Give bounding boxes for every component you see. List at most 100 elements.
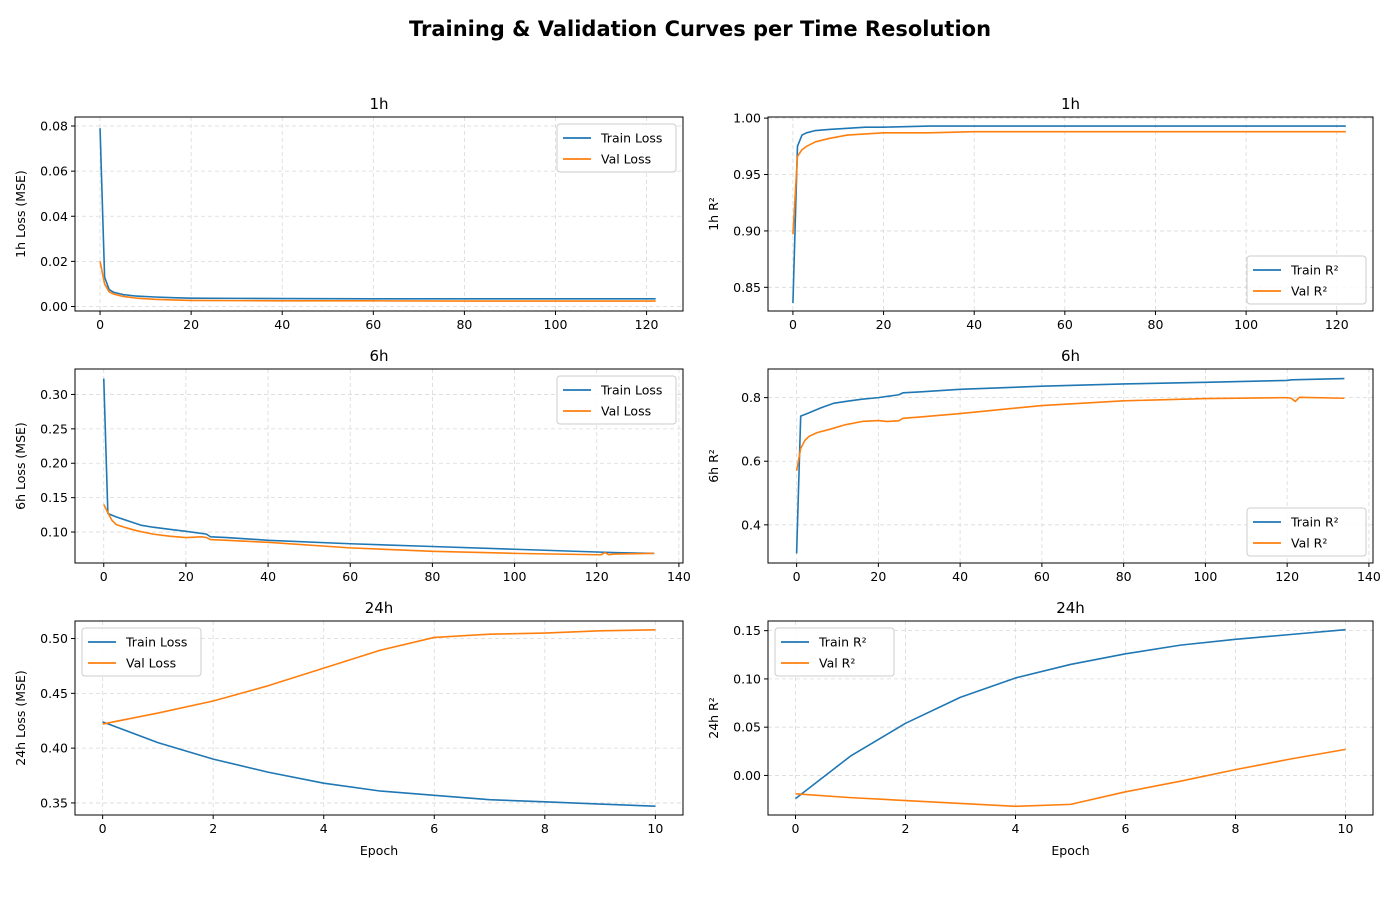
x-tick-label: 60 — [365, 317, 381, 332]
x-tick-label: 2 — [902, 821, 910, 836]
x-tick-label: 10 — [647, 821, 663, 836]
legend: Train R² Val R² — [1246, 255, 1367, 305]
x-tick-label: 40 — [952, 569, 968, 584]
legend-label: Val R² — [1291, 536, 1327, 551]
x-tick-label: 80 — [1116, 569, 1132, 584]
legend-box — [556, 375, 677, 425]
legend-label: Train R² — [1290, 263, 1339, 278]
x-tick-label: 0 — [793, 569, 801, 584]
series-line-train — [99, 128, 656, 300]
legend-label: Train R² — [1290, 515, 1339, 530]
series-line-train — [795, 377, 1345, 554]
x-tick-label: 80 — [424, 569, 440, 584]
x-tick-label: 100 — [1193, 569, 1217, 584]
y-tick-label: 0.4 — [741, 517, 761, 532]
series-line-val — [103, 504, 655, 556]
x-tick-label: 4 — [320, 821, 328, 836]
y-axis-label: 1h Loss (MSE) — [13, 170, 28, 258]
subplot-title: 24h — [365, 599, 394, 617]
series-line-val — [102, 628, 656, 725]
x-tick-label: 80 — [456, 317, 472, 332]
series-line-val — [795, 396, 1345, 471]
y-tick-label: 0.00 — [733, 768, 761, 783]
subplot-title: 24h — [1056, 599, 1085, 617]
y-axis-label: 6h R² — [706, 449, 721, 483]
x-tick-label: 0 — [99, 821, 107, 836]
y-tick-label: 0.00 — [40, 299, 68, 314]
y-axis-label: 1h R² — [706, 197, 721, 231]
legend: Train Loss Val Loss — [81, 627, 202, 677]
x-tick-label: 100 — [1234, 317, 1258, 332]
x-tick-label: 40 — [274, 317, 290, 332]
x-tick-label: 20 — [870, 569, 886, 584]
x-tick-label: 120 — [635, 317, 659, 332]
y-tick-label: 0.10 — [733, 671, 761, 686]
legend-label: Val Loss — [601, 152, 651, 167]
axes-frame — [767, 116, 1374, 312]
legend: Train Loss Val Loss — [556, 123, 677, 173]
subplot-5: 0 2 4 6 8 10 0.35 0.40 0.45 0.50 24h 24h Loss (MSE)… — [13, 599, 684, 858]
x-tick-label: 40 — [966, 317, 982, 332]
y-axis-label: 6h Loss (MSE) — [13, 422, 28, 510]
legend-label: Val Loss — [126, 656, 176, 671]
x-tick-label: 10 — [1338, 821, 1354, 836]
legend-label: Train R² — [818, 635, 867, 650]
x-tick-label: 8 — [1232, 821, 1240, 836]
legend-box — [1246, 507, 1367, 557]
y-tick-label: 0.15 — [733, 623, 761, 638]
x-tick-label: 0 — [792, 821, 800, 836]
x-tick-label: 0 — [100, 569, 108, 584]
y-tick-label: 0.25 — [40, 421, 68, 436]
x-tick-label: 40 — [260, 569, 276, 584]
series-line-train — [792, 125, 1346, 304]
x-tick-label: 0 — [789, 317, 797, 332]
y-tick-label: 0.90 — [733, 223, 761, 238]
x-tick-label: 100 — [503, 569, 527, 584]
subplot-2: 0 20 40 60 80 100 120 0.85 0.90 0.95 1.00 1h 1h R² Tr… — [706, 95, 1374, 332]
legend-box — [1246, 255, 1367, 305]
legend-box — [774, 627, 895, 677]
y-tick-label: 0.04 — [40, 209, 68, 224]
x-tick-label: 80 — [1148, 317, 1164, 332]
x-tick-label: 60 — [1057, 317, 1073, 332]
x-tick-label: 20 — [876, 317, 892, 332]
legend-label: Train Loss — [600, 131, 662, 146]
legend-box — [81, 627, 202, 677]
y-tick-label: 0.06 — [40, 164, 68, 179]
x-tick-label: 20 — [183, 317, 199, 332]
series-line-val — [99, 261, 656, 302]
subplot-title: 6h — [369, 347, 388, 365]
x-tick-label: 100 — [544, 317, 568, 332]
y-tick-label: 0.10 — [40, 525, 68, 540]
y-tick-label: 0.45 — [40, 686, 68, 701]
axes-frame — [767, 620, 1374, 816]
x-tick-label: 120 — [585, 569, 609, 584]
x-tick-label: 6 — [1122, 821, 1130, 836]
axes-frame — [74, 116, 684, 312]
subplot-6: 0 2 4 6 8 10 0.00 0.05 0.10 0.15 24h 24h R² Epoch Tra… — [706, 599, 1374, 858]
y-tick-label: 0.20 — [40, 456, 68, 471]
y-tick-label: 0.05 — [733, 720, 761, 735]
x-tick-label: 0 — [96, 317, 104, 332]
x-tick-label: 60 — [1034, 569, 1050, 584]
axes-frame — [74, 620, 684, 816]
legend-label: Train Loss — [125, 635, 187, 650]
y-tick-label: 0.08 — [40, 119, 68, 134]
y-tick-label: 0.35 — [40, 795, 68, 810]
series-line-train — [795, 628, 1346, 800]
x-tick-label: 2 — [209, 821, 217, 836]
y-tick-label: 0.30 — [40, 387, 68, 402]
subplot-grid: 0 20 40 60 80 100 1200.000.020.040.060.081h1h … — [13, 95, 1381, 858]
y-tick-label: 0.8 — [741, 390, 761, 405]
axes-frame — [767, 368, 1374, 564]
legend: Train R² Val R² — [774, 627, 895, 677]
y-tick-label: 1.00 — [733, 111, 761, 126]
x-tick-label: 140 — [667, 569, 691, 584]
subplot-1: 0 20 40 60 80 100 120 0.00 0.02 0.04 0.06 0.08 1h 1h … — [13, 95, 684, 332]
legend: Train R² Val R² — [1246, 507, 1367, 557]
axes-frame — [74, 368, 684, 564]
x-tick-label: 6 — [430, 821, 438, 836]
subplot-title: 1h — [369, 95, 388, 113]
y-tick-label: 0.50 — [40, 631, 68, 646]
